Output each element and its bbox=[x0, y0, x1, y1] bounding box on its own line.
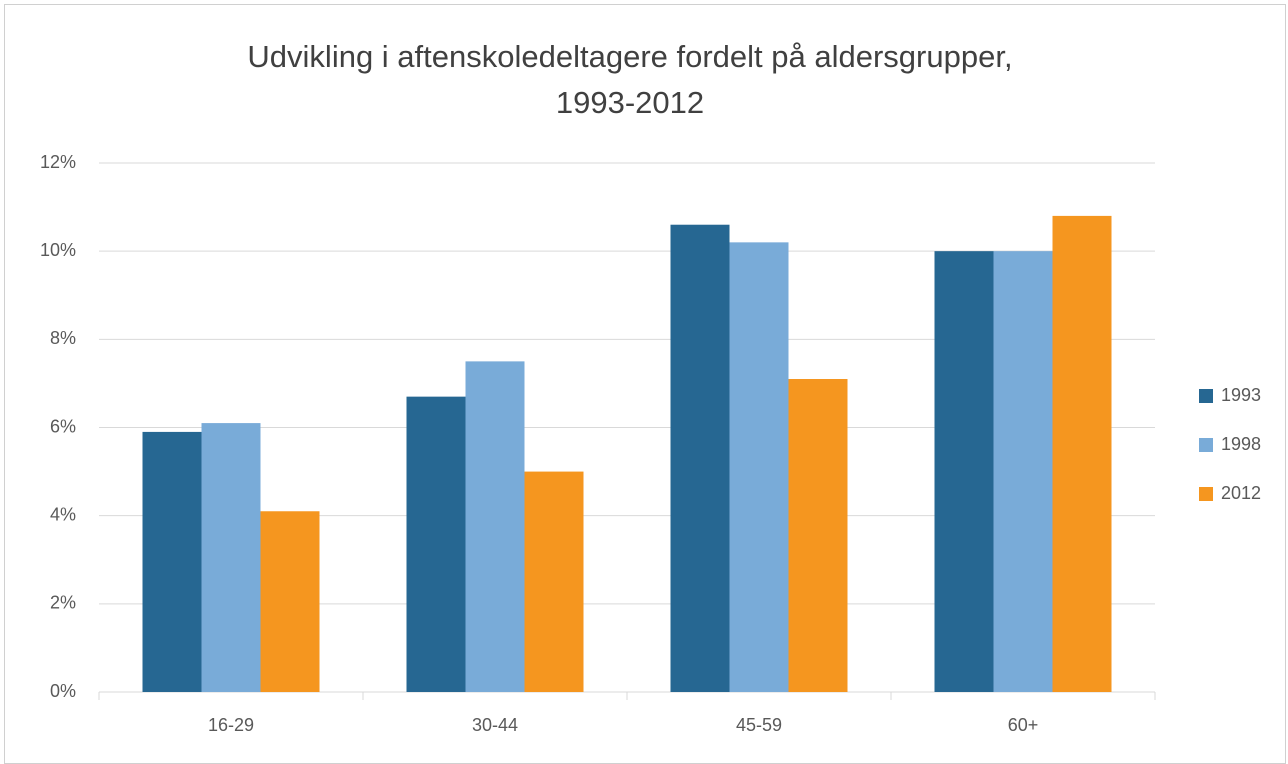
y-tick-label: 4% bbox=[50, 504, 76, 524]
legend-swatch bbox=[1199, 487, 1213, 501]
bar bbox=[729, 242, 789, 692]
bar bbox=[993, 251, 1053, 692]
y-tick-label: 10% bbox=[40, 240, 76, 260]
bar bbox=[524, 471, 584, 692]
bar bbox=[260, 511, 320, 692]
bar bbox=[1052, 215, 1112, 692]
legend-label: 1998 bbox=[1221, 434, 1261, 454]
x-tick-label: 60+ bbox=[1008, 715, 1039, 735]
bar bbox=[670, 224, 730, 692]
y-tick-label: 0% bbox=[50, 681, 76, 701]
y-tick-label: 2% bbox=[50, 593, 76, 613]
x-tick-label: 45-59 bbox=[736, 715, 782, 735]
bar bbox=[788, 379, 848, 692]
y-tick-label: 12% bbox=[40, 152, 76, 172]
legend-label: 2012 bbox=[1221, 483, 1261, 503]
bar bbox=[465, 361, 525, 692]
x-tick-label: 16-29 bbox=[208, 715, 254, 735]
legend-swatch bbox=[1199, 389, 1213, 403]
bar bbox=[201, 423, 261, 692]
bar bbox=[406, 396, 466, 692]
y-tick-label: 6% bbox=[50, 416, 76, 436]
bar bbox=[142, 431, 202, 692]
bar bbox=[934, 251, 994, 692]
legend-label: 1993 bbox=[1221, 385, 1261, 405]
x-tick-label: 30-44 bbox=[472, 715, 518, 735]
y-tick-label: 8% bbox=[50, 328, 76, 348]
chart-title: Udvikling i aftenskoledeltagere fordelt … bbox=[247, 39, 1013, 120]
legend-swatch bbox=[1199, 438, 1213, 452]
